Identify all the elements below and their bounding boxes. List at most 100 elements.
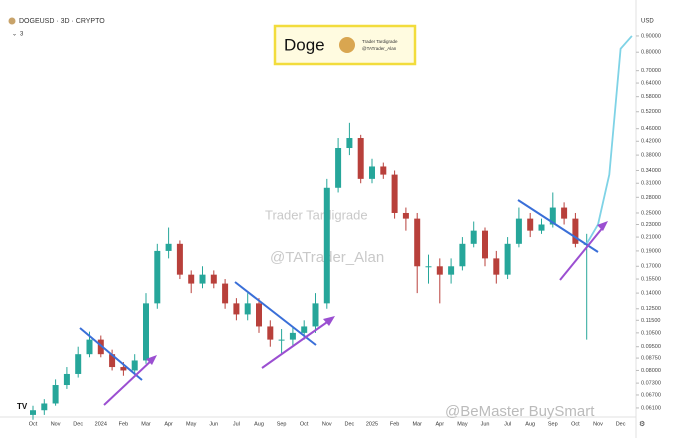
candle-body [538, 224, 545, 231]
candle-body [572, 218, 579, 244]
candle-body [391, 174, 398, 213]
x-tick-label: 2025 [366, 421, 378, 427]
y-tick-label: 0.70000 [641, 68, 661, 74]
y-tick-label: 0.64000 [641, 81, 661, 87]
y-tick-label: 0.28000 [641, 195, 661, 201]
x-tick-label: 2024 [95, 421, 107, 427]
y-tick-label: 0.31000 [641, 181, 661, 187]
candle-body [97, 339, 104, 355]
settings-icon[interactable]: ⚙ [639, 420, 645, 428]
x-tick-label: May [186, 421, 197, 427]
x-tick-label: Aug [254, 421, 264, 427]
arrow-head [597, 221, 608, 231]
candle-body [414, 218, 421, 267]
candle-body [165, 243, 172, 251]
logo-handle: @TATrader_Alan [362, 46, 397, 51]
candle-body [493, 258, 500, 275]
x-tick-label: Feb [390, 421, 399, 427]
candle-body [120, 367, 127, 371]
candle-body [425, 266, 432, 268]
y-tick-label: 0.06100 [641, 405, 661, 411]
candle-body [448, 266, 455, 275]
candle-body [75, 354, 82, 374]
y-tick-label: 0.08750 [641, 356, 661, 362]
watermark: @BeMaster BuySmart [445, 403, 595, 420]
y-tick-label: 0.10500 [641, 330, 661, 336]
indicator-count[interactable]: 3 [20, 32, 24, 38]
x-tick-label: Dec [345, 421, 355, 427]
arrow-head [323, 316, 335, 326]
logo-author: Trader Tardigrade [362, 39, 398, 44]
arrow-line [559, 225, 605, 281]
candle-body [41, 403, 48, 411]
candle-body [176, 243, 183, 275]
candle-body [561, 207, 568, 219]
y-tick-label: 0.19000 [641, 248, 661, 254]
x-tick-label: Apr [436, 421, 445, 427]
logo-title: Doge [284, 35, 325, 54]
watermark: Trader Tardigrade [265, 207, 368, 222]
candle-body [504, 243, 511, 275]
x-tick-label: Oct [300, 421, 309, 427]
arrow-line [261, 319, 331, 369]
currency-label[interactable]: USD [641, 19, 654, 25]
candle-body [312, 303, 319, 327]
logo-icon [339, 37, 355, 53]
x-tick-label: Sep [277, 421, 287, 427]
trend-drawings [79, 199, 608, 406]
candle-body [244, 303, 251, 315]
y-tick-label: 0.42000 [641, 139, 661, 145]
logo-box: Doge Trader Tardigrade @TATrader_Alan [273, 24, 417, 66]
x-tick-label: Jun [481, 421, 490, 427]
candle-body [301, 326, 308, 333]
candle-body [154, 250, 161, 304]
tv-logo: TV [17, 402, 28, 411]
candle-body [482, 230, 488, 259]
candle-body [346, 138, 353, 149]
candle-body [335, 148, 342, 188]
candle-body [369, 166, 375, 179]
y-tick-label: 0.15500 [641, 277, 661, 283]
candle-body [52, 385, 59, 404]
x-tick-label: Oct [29, 421, 38, 427]
y-tick-label: 0.14000 [641, 291, 661, 297]
candle-body [470, 230, 477, 244]
x-tick-label: Aug [525, 421, 535, 427]
projection-line [585, 35, 633, 245]
y-tick-label: 0.21000 [641, 235, 661, 241]
trend-line [234, 281, 317, 346]
candle-body [222, 283, 229, 304]
y-tick-label: 0.90000 [641, 33, 661, 39]
x-tick-label: Jul [233, 421, 240, 427]
candle-body [143, 303, 149, 361]
candle-body [515, 218, 522, 244]
candle-body [63, 373, 70, 386]
trend-line [517, 199, 599, 253]
candle-body [289, 332, 296, 340]
candle-body [527, 218, 534, 231]
candle-body [86, 339, 93, 355]
y-tick-label: 0.12500 [641, 306, 661, 312]
collapse-icon[interactable]: ⌄ [12, 32, 17, 38]
y-tick-label: 0.38000 [641, 153, 661, 159]
y-tick-label: 0.25000 [641, 210, 661, 216]
candle-body [357, 138, 364, 179]
x-tick-label: Sep [548, 421, 558, 427]
candle-body [380, 166, 387, 175]
y-tick-label: 0.52000 [641, 109, 661, 115]
x-tick-label: Oct [571, 421, 580, 427]
candle-body [210, 274, 217, 284]
y-tick-label: 0.08000 [641, 368, 661, 374]
arrow-head [146, 355, 157, 365]
x-tick-label: Nov [593, 421, 603, 427]
symbol-title: DOGEUSD · 3D · CRYPTO [19, 18, 105, 25]
x-tick-label: Dec [616, 421, 626, 427]
candle-body [233, 303, 240, 315]
candle-body [30, 410, 36, 415]
x-tick-label: Mar [141, 421, 151, 427]
symbol-icon [8, 17, 16, 25]
candle-body [109, 354, 116, 368]
candle-body [199, 274, 206, 284]
x-tick-label: Nov [322, 421, 332, 427]
